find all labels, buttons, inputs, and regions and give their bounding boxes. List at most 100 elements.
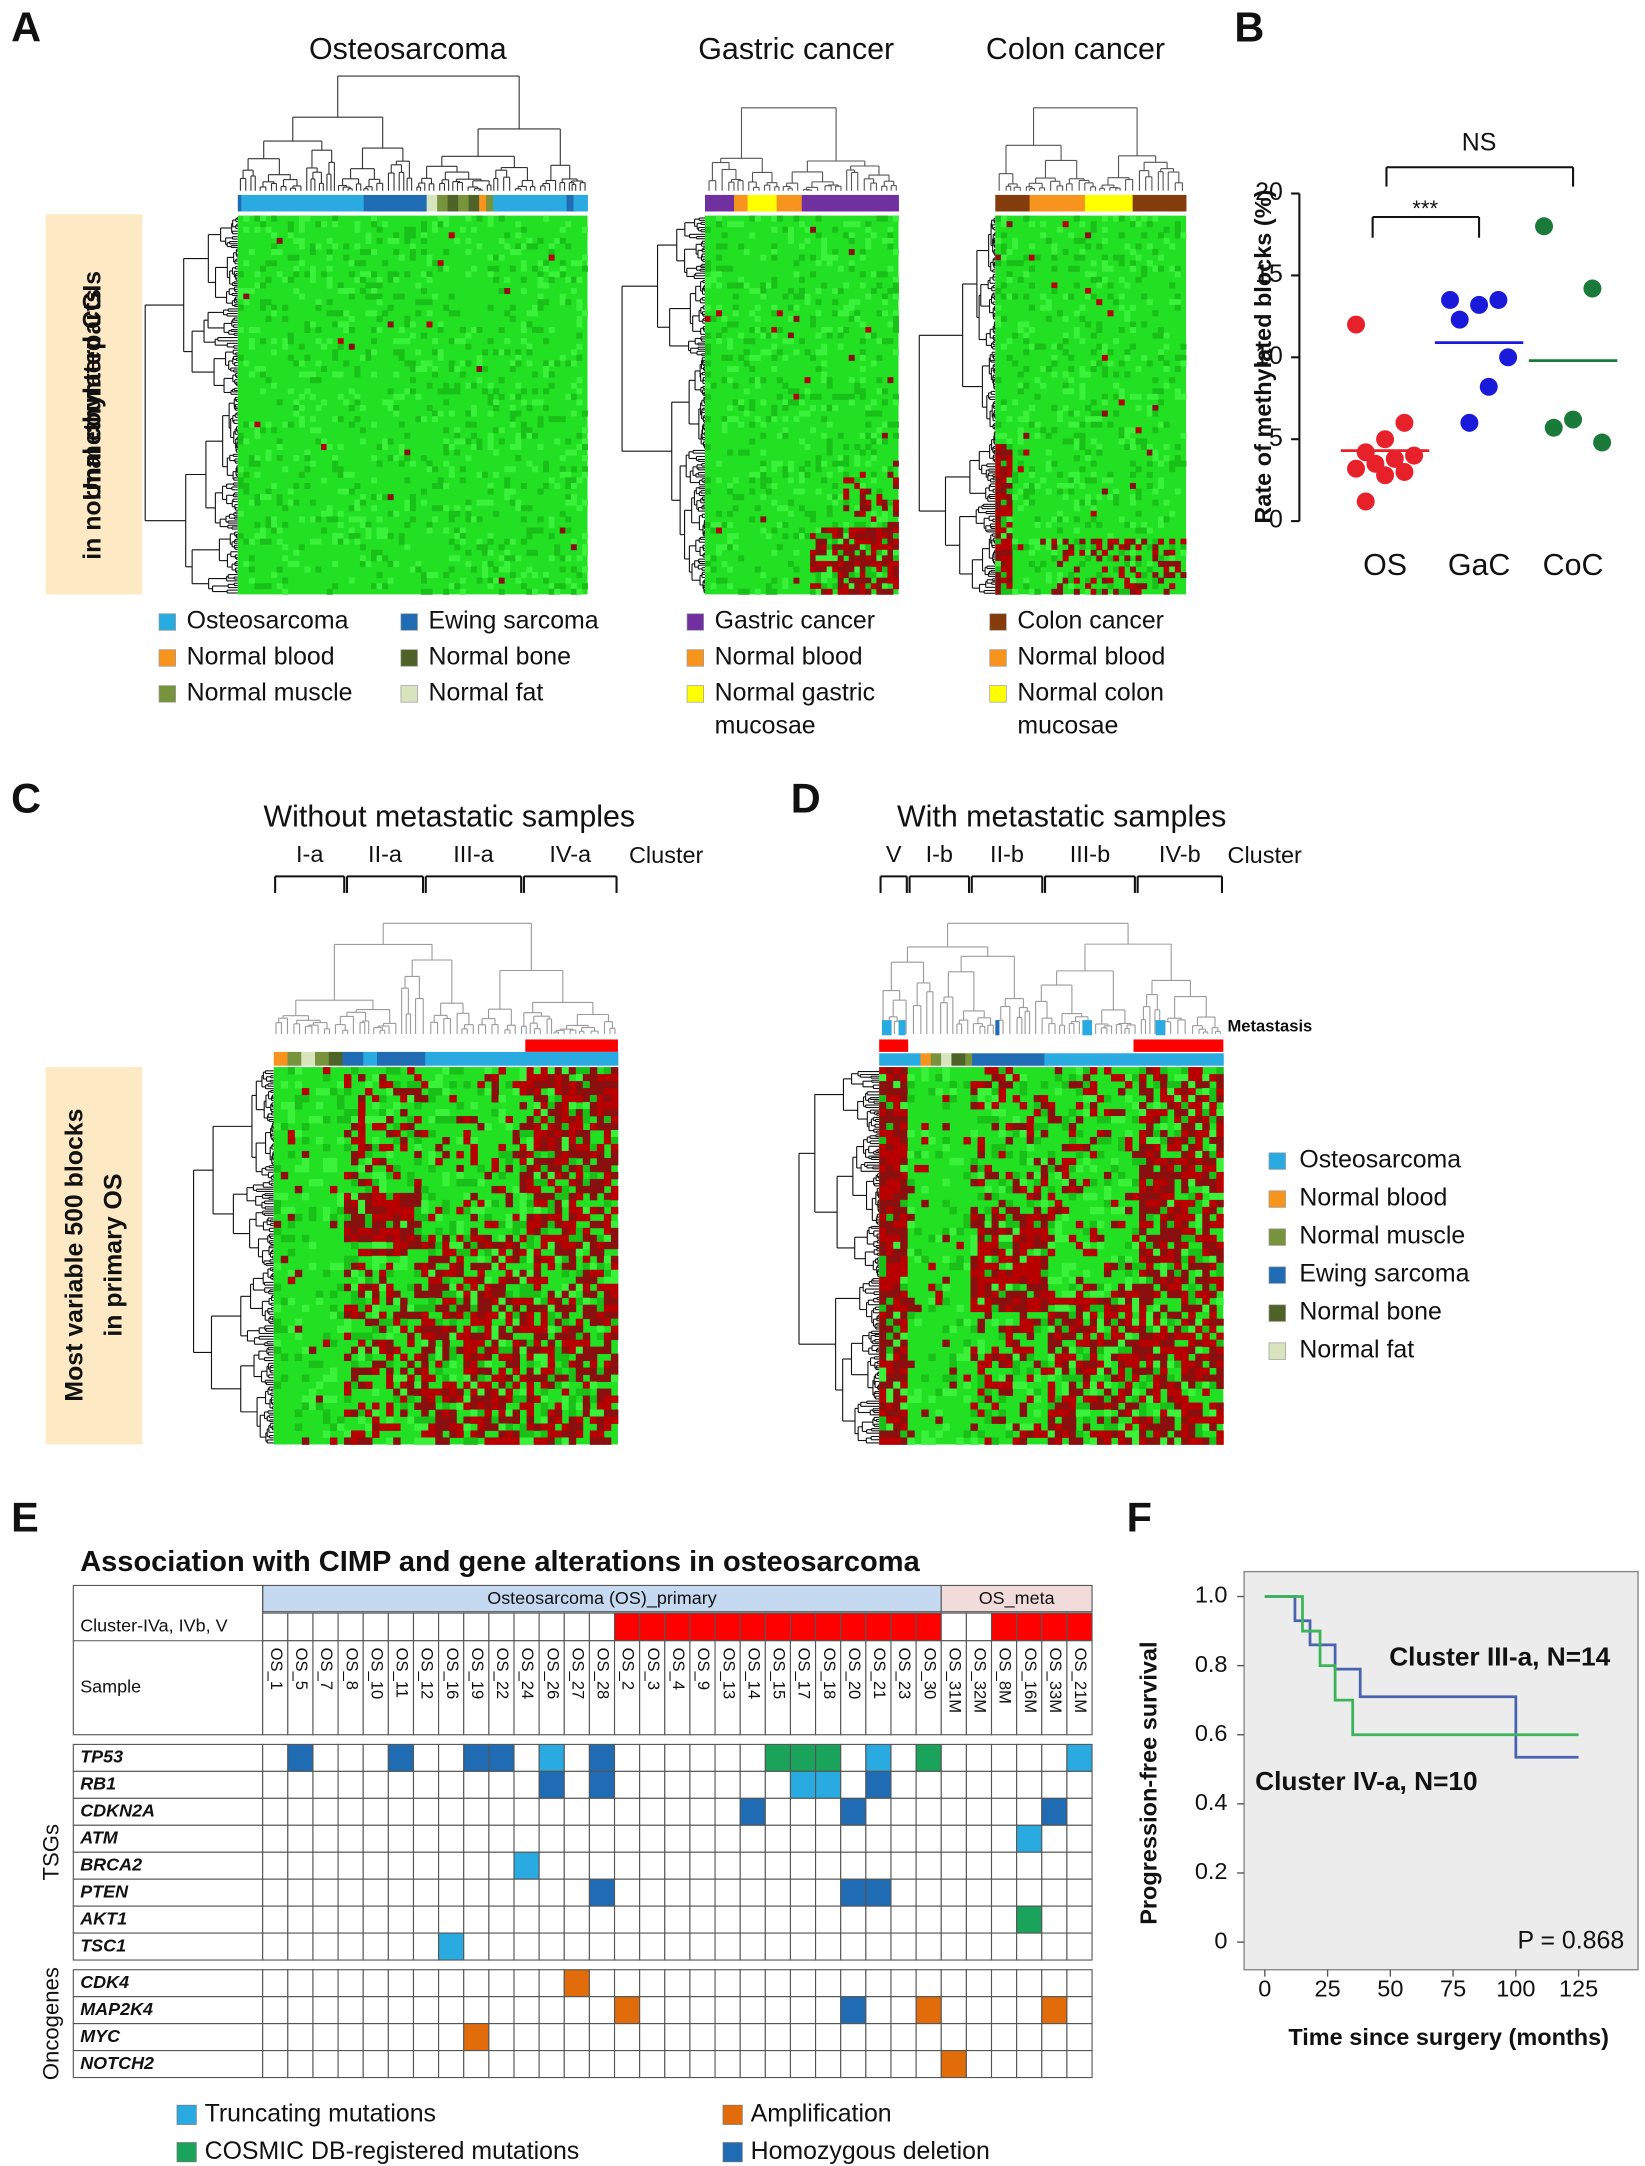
heatmap-cell	[465, 510, 472, 517]
heatmap-cell	[1163, 572, 1170, 579]
heatmap-cell	[426, 588, 433, 595]
heatmap-cell	[727, 544, 734, 551]
heatmap-cell	[892, 349, 899, 356]
heatmap-cell	[815, 555, 822, 562]
heatmap-cell	[371, 349, 377, 356]
heatmap-cell	[354, 482, 361, 489]
heatmap-cell	[848, 377, 855, 384]
heatmap-cell	[1056, 577, 1064, 584]
heatmap-cell	[1040, 427, 1047, 434]
heatmap-cell	[716, 215, 723, 222]
heatmap-cell	[365, 533, 372, 540]
heatmap-cell	[1135, 588, 1142, 595]
heatmap-cell	[832, 393, 839, 400]
heatmap-cell	[1113, 555, 1120, 562]
heatmap-cell	[520, 572, 527, 579]
heatmap-cell	[309, 249, 316, 256]
heatmap-cell	[1107, 360, 1114, 367]
heatmap-cell	[1006, 499, 1013, 506]
heatmap-cell	[1169, 549, 1176, 556]
heatmap-cell	[476, 360, 483, 367]
heatmap-cell	[821, 349, 828, 356]
heatmap-cell	[1101, 354, 1108, 361]
heatmap-cell	[1062, 555, 1069, 562]
heatmap-cell	[760, 282, 767, 289]
heatmap-cell	[487, 443, 494, 450]
heatmap-cell	[326, 276, 333, 283]
heatmap-cell	[254, 460, 261, 467]
heatmap-cell	[810, 549, 817, 556]
heatmap-cell	[1068, 544, 1075, 551]
heatmap-cell	[1135, 488, 1142, 495]
heatmap-cell	[1023, 332, 1030, 339]
heatmap-cell	[1113, 499, 1120, 506]
heatmap-cell	[765, 533, 772, 540]
data-point	[1460, 413, 1479, 432]
heatmap-cell	[1090, 410, 1097, 417]
heatmap-cell	[832, 572, 839, 579]
heatmap-cell	[387, 405, 394, 411]
heatmap-cell	[465, 455, 472, 462]
heatmap-cell	[371, 505, 377, 512]
heatmap-cell	[843, 455, 850, 462]
heatmap-cell	[760, 349, 767, 356]
heatmap-cell	[716, 332, 723, 339]
heatmap-cell	[887, 226, 894, 233]
heatmap-cell	[837, 343, 844, 350]
heatmap-cell	[843, 566, 850, 573]
heatmap-cell	[782, 427, 789, 434]
heatmap-cell	[509, 416, 516, 423]
heatmap-cell	[1056, 527, 1064, 534]
heatmap-cell	[892, 572, 899, 579]
heatmap-cell	[537, 416, 544, 423]
heatmap-cell	[265, 583, 272, 590]
heatmap-cell	[482, 366, 489, 372]
heatmap-cell	[243, 560, 250, 567]
heatmap-cell	[420, 221, 427, 228]
heatmap-cell	[1040, 293, 1047, 300]
heatmap-cell	[476, 544, 483, 551]
heatmap-cell	[832, 544, 839, 551]
heatmap-cell	[821, 572, 828, 579]
heatmap-cell	[1129, 521, 1136, 528]
heatmap-cell	[1073, 410, 1080, 417]
heatmap-cell	[793, 488, 800, 495]
heatmap-cell	[487, 304, 494, 311]
heatmap-cell	[470, 421, 477, 428]
heatmap-cell	[1000, 405, 1007, 411]
heatmap-cell	[859, 505, 866, 512]
heatmap-cell	[565, 393, 572, 400]
heatmap-cell	[1040, 232, 1047, 239]
heatmap-cell	[887, 288, 894, 295]
heatmap-cell	[793, 304, 800, 311]
data-point	[1593, 433, 1612, 452]
heatmap-cell	[1129, 304, 1136, 311]
heatmap	[237, 215, 588, 595]
heatmap-cell	[359, 521, 366, 528]
heatmap-cell	[865, 226, 872, 233]
heatmap-cell	[1023, 410, 1030, 417]
heatmap-cell	[1101, 265, 1108, 272]
heatmap-cell	[504, 482, 511, 489]
heatmap-cell	[504, 466, 511, 473]
heatmap-cell	[1163, 499, 1170, 506]
heatmap-cell	[348, 516, 355, 523]
sample-color-bar	[437, 194, 449, 212]
heatmap-cell	[298, 405, 305, 411]
heatmap-cell	[271, 243, 278, 250]
heatmap-cell	[887, 243, 894, 250]
legend-label: Normal muscle	[187, 678, 353, 706]
heatmap-cell	[487, 488, 494, 495]
heatmap-cell	[1129, 549, 1136, 556]
heatmap-cell	[1157, 254, 1165, 261]
dendrogram	[239, 75, 586, 191]
heatmap-cell	[716, 477, 723, 484]
heatmap-cell	[315, 377, 322, 384]
heatmap-cell	[482, 544, 489, 551]
heatmap-cell	[1023, 338, 1030, 345]
heatmap-cell	[520, 482, 527, 489]
heatmap-cell	[1101, 226, 1108, 233]
heatmap-cell	[565, 555, 572, 562]
heatmap-cell	[287, 560, 294, 567]
heatmap-cell	[1169, 544, 1176, 551]
